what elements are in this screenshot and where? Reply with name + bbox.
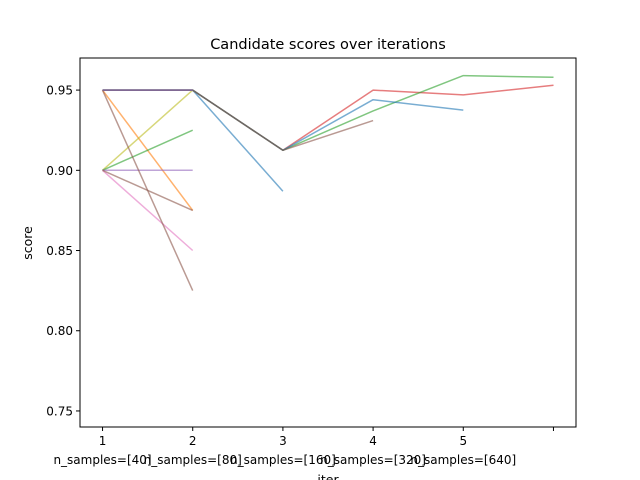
- plot-frame: [79, 57, 577, 428]
- n-samples-label: n_samples=[80]: [144, 453, 242, 467]
- x-tick-label: 4: [369, 434, 377, 448]
- y-tick-label: 0.80: [46, 324, 73, 338]
- x-tick-label: 3: [279, 434, 287, 448]
- y-tick-label: 0.90: [46, 164, 73, 178]
- n-samples-label: n_samples=[160]: [230, 453, 336, 467]
- series-line-7: [101, 89, 194, 291]
- secondary-x-labels: n_samples=[40]n_samples=[80]n_samples=[1…: [53, 453, 516, 467]
- series-line-8: [102, 89, 284, 192]
- plot-lines: [101, 74, 554, 291]
- series-line-2: [102, 89, 194, 171]
- x-axis-label: iter: [317, 472, 339, 480]
- series-line-11: [102, 89, 464, 152]
- x-tick-label: 1: [99, 434, 107, 448]
- series-line-10: [102, 74, 554, 152]
- y-tick-label: 0.85: [46, 244, 73, 258]
- y-tick-label: 0.75: [46, 404, 73, 418]
- n-samples-label: n_samples=[640]: [410, 453, 516, 467]
- chart-title: Candidate scores over iterations: [210, 37, 446, 53]
- y-axis: 0.75 0.80 0.85 0.90 0.95: [46, 84, 80, 418]
- x-tick-label: 2: [189, 434, 197, 448]
- x-tick-label: 5: [459, 434, 467, 448]
- x-axis: 1 2 3 4 5: [99, 427, 554, 448]
- n-samples-label: n_samples=[40]: [53, 453, 151, 467]
- series-line-3: [102, 129, 194, 171]
- series-line-5: [102, 169, 194, 252]
- y-axis-label: score: [20, 226, 35, 260]
- y-tick-label: 0.95: [46, 84, 73, 98]
- n-samples-label: n_samples=[320]: [320, 453, 426, 467]
